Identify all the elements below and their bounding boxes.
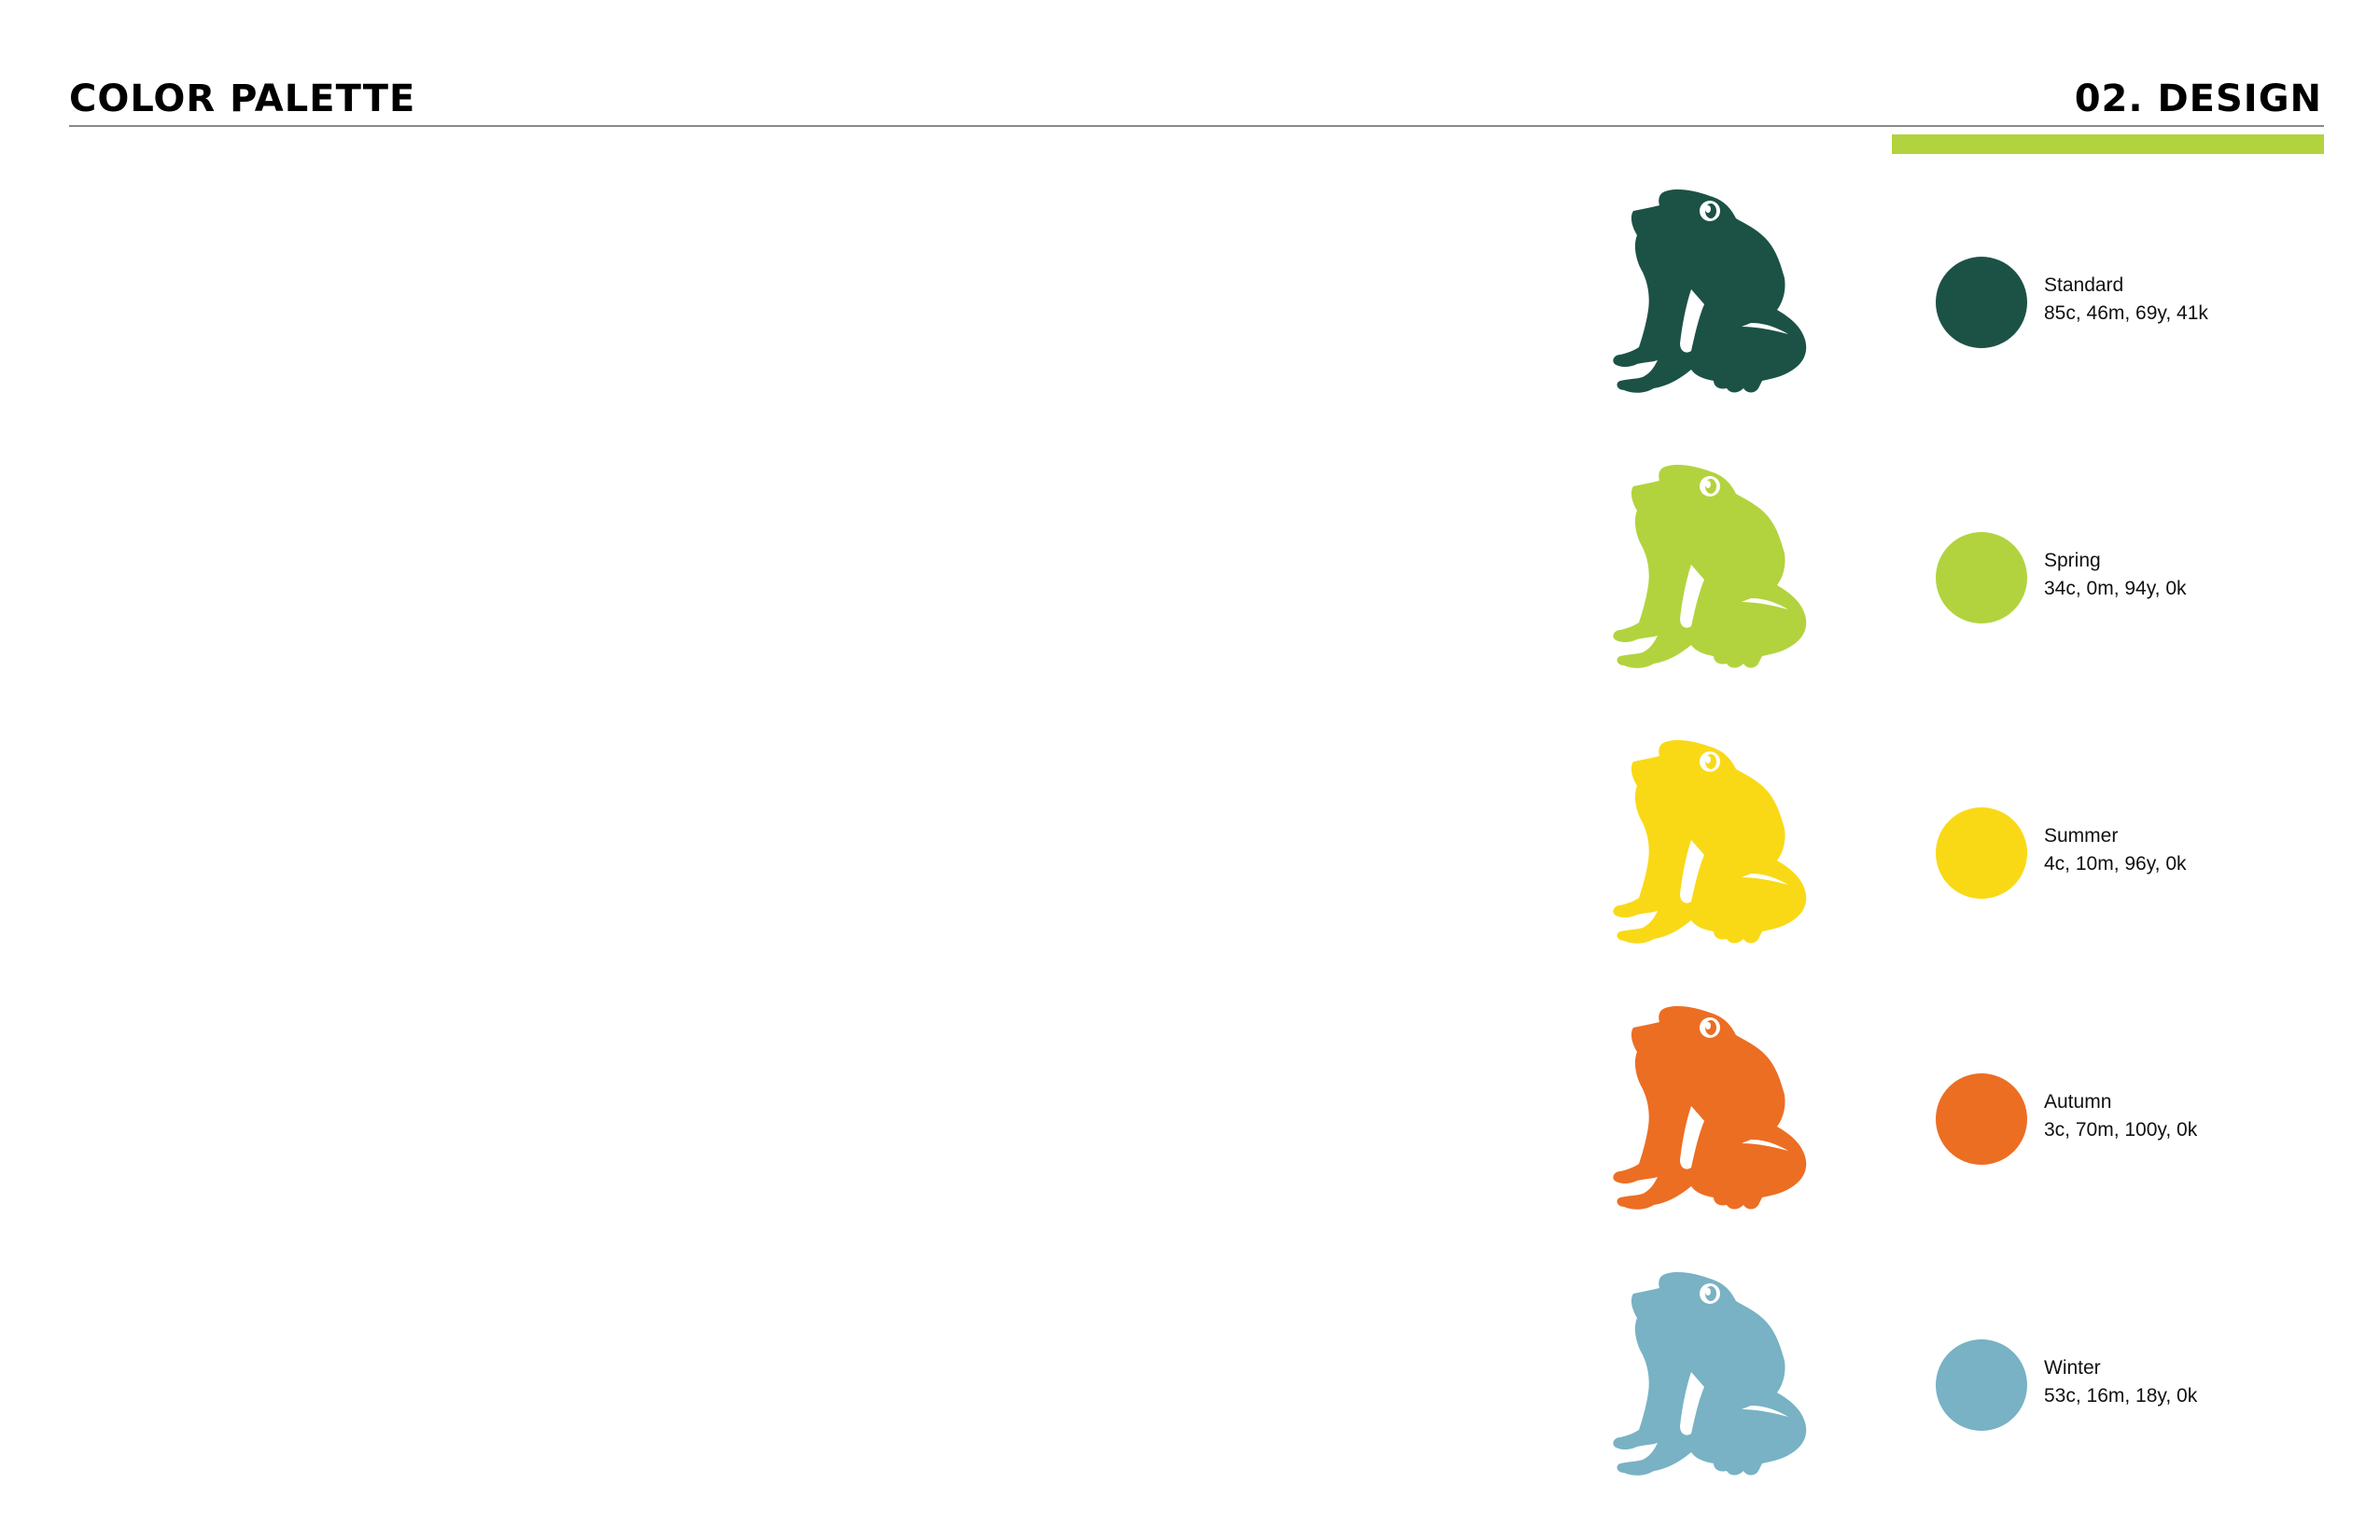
frog-icon bbox=[1605, 1003, 1867, 1227]
color-name: Autumn bbox=[2044, 1091, 2112, 1113]
color-label: Spring 34c, 0m, 94y, 0k bbox=[2044, 547, 2187, 603]
color-swatch bbox=[1936, 1073, 2027, 1165]
color-swatch bbox=[1936, 807, 2027, 899]
color-label: Autumn 3c, 70m, 100y, 0k bbox=[2044, 1088, 2197, 1144]
color-swatch bbox=[1936, 257, 2027, 348]
color-name: Summer bbox=[2044, 825, 2119, 847]
color-label: Winter 53c, 16m, 18y, 0k bbox=[2044, 1354, 2197, 1410]
palette-row-autumn: Autumn 3c, 70m, 100y, 0k bbox=[1605, 1003, 2333, 1227]
palette-row-winter: Winter 53c, 16m, 18y, 0k bbox=[1605, 1269, 2333, 1493]
color-label: Standard 85c, 46m, 69y, 41k bbox=[2044, 272, 2208, 328]
frog-icon bbox=[1605, 187, 1867, 411]
color-cmyk-value: 85c, 46m, 69y, 41k bbox=[2044, 302, 2208, 324]
color-cmyk-value: 3c, 70m, 100y, 0k bbox=[2044, 1119, 2198, 1141]
color-cmyk-value: 34c, 0m, 94y, 0k bbox=[2044, 578, 2187, 599]
frog-icon bbox=[1605, 1269, 1867, 1493]
frog-icon bbox=[1605, 737, 1867, 961]
palette-row-summer: Summer 4c, 10m, 96y, 0k bbox=[1605, 737, 2333, 961]
color-cmyk-value: 53c, 16m, 18y, 0k bbox=[2044, 1385, 2198, 1407]
header-divider bbox=[69, 125, 2324, 127]
color-name: Winter bbox=[2044, 1357, 2101, 1379]
page-title: COLOR PALETTE bbox=[69, 77, 416, 120]
accent-bar bbox=[1892, 134, 2324, 154]
color-name: Standard bbox=[2044, 274, 2124, 296]
color-name: Spring bbox=[2044, 550, 2101, 571]
section-label: 02. DESIGN bbox=[2074, 77, 2322, 120]
palette-row-standard: Standard 85c, 46m, 69y, 41k bbox=[1605, 187, 2333, 411]
color-swatch bbox=[1936, 1339, 2027, 1431]
palette-row-spring: Spring 34c, 0m, 94y, 0k bbox=[1605, 462, 2333, 686]
color-swatch bbox=[1936, 532, 2027, 623]
color-cmyk-value: 4c, 10m, 96y, 0k bbox=[2044, 853, 2187, 875]
color-label: Summer 4c, 10m, 96y, 0k bbox=[2044, 822, 2187, 878]
frog-icon bbox=[1605, 462, 1867, 686]
